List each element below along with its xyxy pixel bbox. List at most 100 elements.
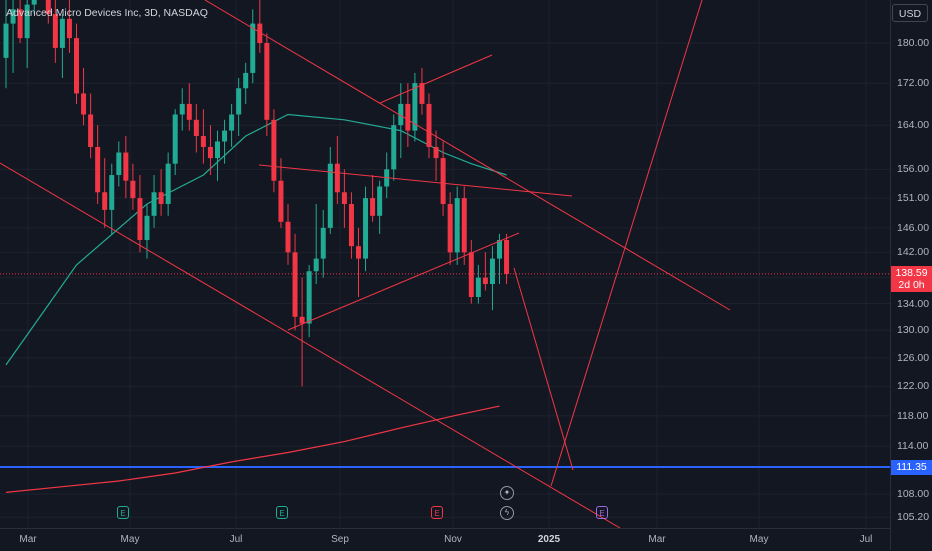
candle-body xyxy=(236,88,242,115)
earnings-icon[interactable]: E xyxy=(431,506,443,519)
time-tick-label: Sep xyxy=(331,534,349,545)
candle-body xyxy=(193,119,199,137)
time-tick-label: May xyxy=(120,534,140,545)
trend-line xyxy=(258,164,573,197)
time-tick-label: Mar xyxy=(19,534,37,545)
earnings-icon[interactable]: E xyxy=(276,506,288,519)
candle-body xyxy=(299,316,305,324)
currency-button[interactable]: USD xyxy=(892,4,928,22)
candle-body xyxy=(475,277,481,297)
lightning-icon[interactable]: ϟ xyxy=(500,506,514,520)
candle-body xyxy=(433,146,439,159)
candle-body xyxy=(341,192,347,204)
candle-body xyxy=(264,43,270,120)
price-tick-label: 156.00 xyxy=(897,163,930,176)
candle-body xyxy=(95,146,101,193)
candle-body xyxy=(215,141,220,159)
candle-body xyxy=(292,252,298,317)
moving-average-200-line xyxy=(5,405,500,493)
candle-body xyxy=(179,103,185,115)
trend-line xyxy=(513,267,574,471)
candle-body xyxy=(24,4,30,39)
price-tick-label: 151.00 xyxy=(897,192,930,205)
candle-body xyxy=(66,18,72,39)
candle-body xyxy=(356,246,361,259)
candle-body xyxy=(285,221,291,253)
candle-body xyxy=(334,163,340,193)
chart-area[interactable] xyxy=(0,0,890,528)
candle-body xyxy=(377,186,383,216)
candle-body xyxy=(412,83,418,131)
candle-body xyxy=(468,252,474,297)
earnings-icon[interactable]: E xyxy=(117,506,129,519)
candle-body xyxy=(489,258,495,285)
candle-body xyxy=(222,130,228,142)
earnings-icon[interactable]: E xyxy=(596,506,608,519)
countdown-value: 2d 0h xyxy=(898,279,925,291)
price-tick-label: 180.00 xyxy=(897,37,930,49)
price-tick-label: 142.00 xyxy=(897,246,930,259)
candle-body xyxy=(497,240,502,259)
time-tick-label: Nov xyxy=(444,534,462,545)
chart-title: Advanced Micro Devices Inc, 3D, NASDAQ xyxy=(6,7,208,19)
time-tick-label: Mar xyxy=(648,534,666,545)
candle-body xyxy=(165,163,171,204)
candle-body xyxy=(116,152,122,176)
candle-body xyxy=(440,158,446,204)
trend-line xyxy=(379,54,493,104)
candle-body xyxy=(271,119,277,181)
price-tick-label: 172.00 xyxy=(897,77,930,90)
price-tick-label: 130.00 xyxy=(897,324,930,337)
price-tick-label: 164.00 xyxy=(897,119,930,132)
candle-body xyxy=(426,103,432,147)
candle-body xyxy=(398,103,404,126)
price-tick-label: 108.00 xyxy=(897,488,930,500)
candle-body xyxy=(257,23,263,43)
candle-body xyxy=(278,180,284,222)
candle-body xyxy=(313,258,319,272)
candle-body xyxy=(454,198,460,253)
price-tick-label: 134.00 xyxy=(897,297,930,310)
candle-body xyxy=(447,203,453,253)
candle-body xyxy=(109,175,115,210)
candle-body xyxy=(144,215,150,241)
candle-body xyxy=(405,103,411,131)
candle-body xyxy=(370,198,376,216)
trend-line xyxy=(204,0,731,311)
trend-line xyxy=(0,162,621,528)
candle-body xyxy=(81,93,87,115)
candle-body xyxy=(306,271,312,324)
candle-body xyxy=(10,9,16,24)
candle-body xyxy=(250,23,256,73)
time-axis[interactable]: Mar May Jul Sep Nov 2025 Mar May Jul xyxy=(0,528,890,551)
sparkle-icon[interactable]: ✦ xyxy=(500,486,514,500)
candle-body xyxy=(186,103,192,120)
candle-body xyxy=(3,23,9,58)
candle-body xyxy=(461,198,467,253)
time-tick-label: Jul xyxy=(859,534,873,545)
candle-body xyxy=(391,125,397,170)
trend-line xyxy=(287,232,520,331)
candle-body xyxy=(419,83,425,104)
candle-body xyxy=(45,0,51,15)
candle-body xyxy=(348,203,354,247)
candlestick-chart[interactable] xyxy=(0,0,890,528)
candle-body xyxy=(52,14,58,48)
candle-body xyxy=(243,72,249,89)
price-tick-label: 118.00 xyxy=(897,409,929,422)
trend-line xyxy=(550,0,703,487)
candle-body xyxy=(74,38,79,94)
candle-body xyxy=(229,114,235,131)
candle-body xyxy=(200,136,206,147)
horizontal-line-label: 111.35 xyxy=(891,460,932,475)
last-price-label: 138.59 2d 0h xyxy=(891,266,932,292)
price-tick-label: 105.20 xyxy=(897,511,930,524)
price-tick-label: 146.00 xyxy=(897,221,930,234)
price-tick-label: 122.00 xyxy=(897,380,930,393)
candle-body xyxy=(504,240,510,274)
candle-body xyxy=(137,198,143,241)
candle-body xyxy=(363,198,369,259)
candle-body xyxy=(327,163,333,228)
candle-body xyxy=(123,152,129,181)
time-tick-label: 2025 xyxy=(537,534,561,545)
